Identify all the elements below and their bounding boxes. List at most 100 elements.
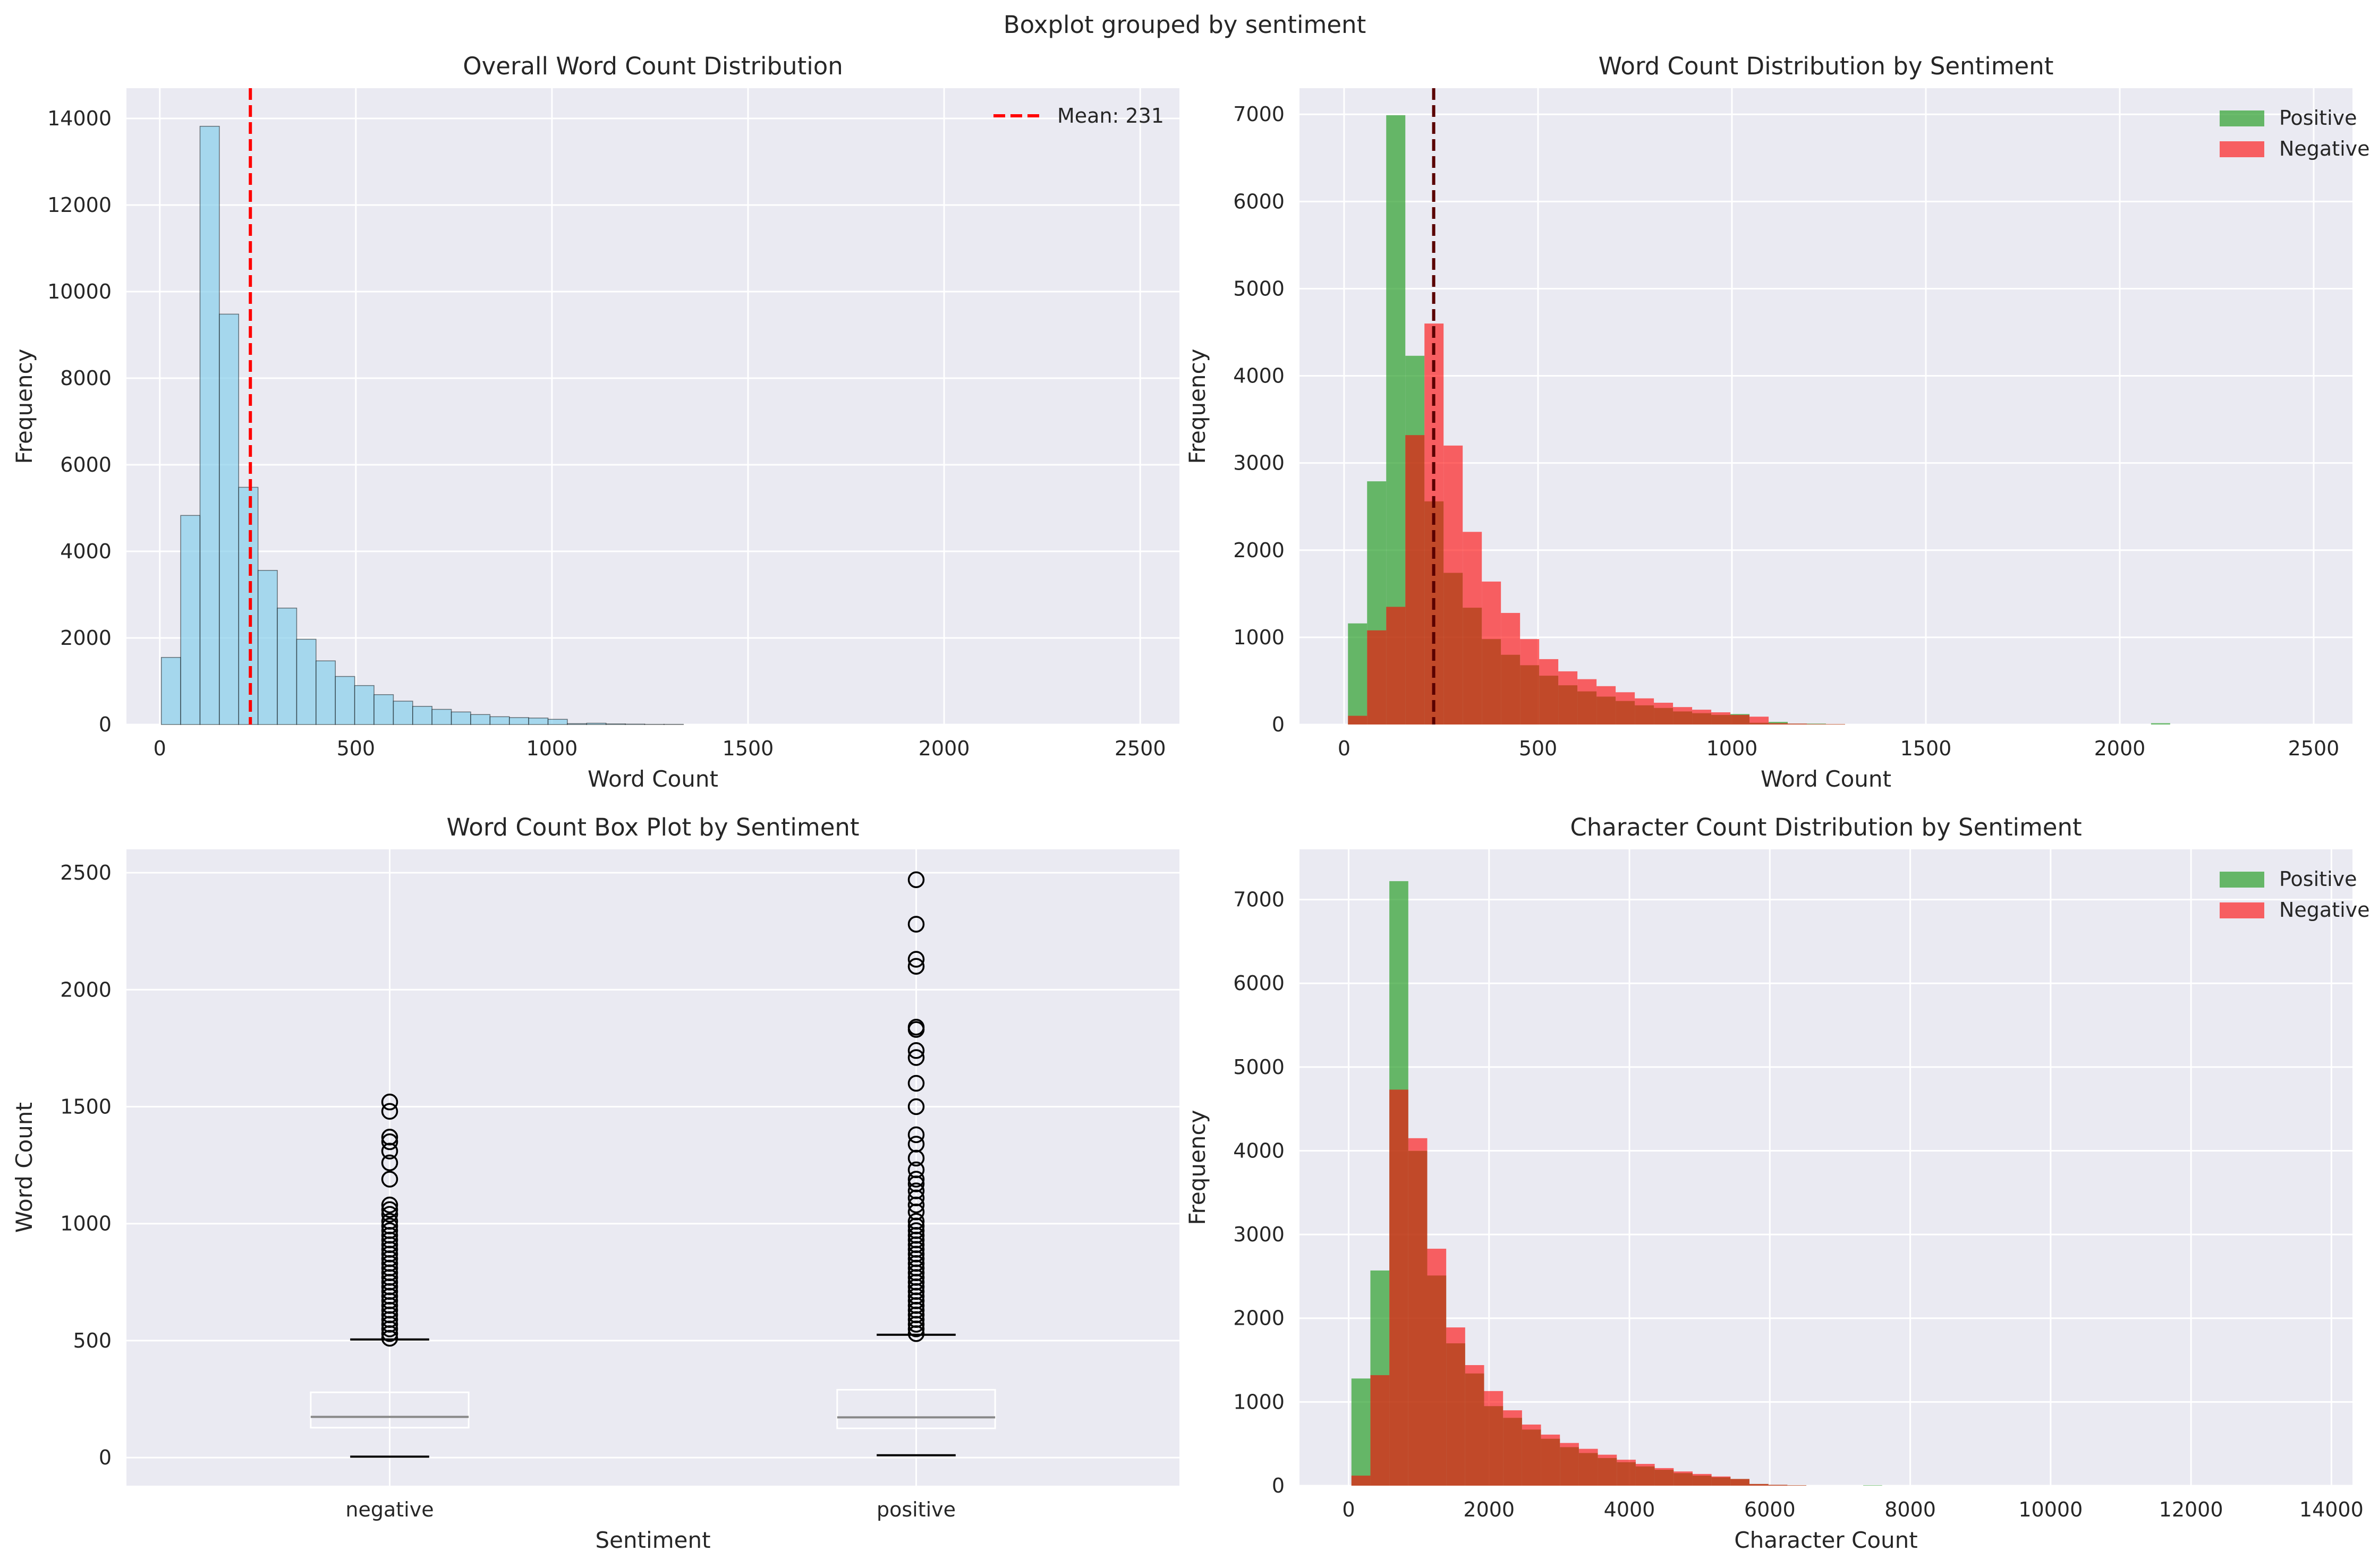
by_sentiment-ytick-label: 3000 [1233,451,1285,475]
overall-ytick-label: 4000 [60,540,112,563]
boxplot-ytick-label: 2000 [60,978,112,1001]
boxplot-outlier-point [381,1128,398,1146]
by_sentiment-ytick-label: 0 [1272,713,1285,736]
char_count-bar [1598,1454,1617,1486]
overall-xtick-label: 1500 [723,737,774,760]
overall-xtick-label: 0 [154,737,166,760]
overall-bar [257,570,278,725]
panel-character-count-by-sentiment: 0 1000 2000 3000 4000 5000 6000 7000 0 2000 4000 60… [1184,813,2370,1553]
by_sentiment-legend-swatch-positive [2220,110,2264,126]
by_sentiment-bar [1616,692,1635,725]
overall-bar [605,723,626,725]
char_count-bar [1617,1460,1636,1486]
overall-xtick-label: 1000 [526,737,578,760]
boxplot-outlier-point [907,1182,925,1199]
overall-ytick-label: 12000 [47,193,112,217]
overall-bar [296,638,317,725]
char_count-legend-swatch-negative [2220,902,2264,918]
overall-bar [567,723,588,725]
by_sentiment-bar [1749,717,1769,725]
overall-bar [316,660,336,725]
by_sentiment-series-negative [1348,323,1845,725]
char_count-xtick-label: 6000 [1744,1498,1796,1521]
by_sentiment-ylabel: Frequency [1184,349,1210,464]
boxplot-outlier-point [907,1161,925,1179]
panel-word-count-by-sentiment: 0 1000 2000 3000 4000 5000 6000 7000 0 500 1000 150… [1184,52,2370,792]
boxplot-outlier-point [381,1213,398,1230]
boxplot-outlier-point [907,916,925,933]
overall-xlabel: Word Count [588,766,718,792]
panel-overall-word-count: 0 2000 4000 6000 8000 10000 12000 14000 0 500 1000… [11,52,1179,792]
char_count-ytick-label: 7000 [1233,888,1285,911]
overall-bar [431,709,452,725]
overall-bar [199,125,220,725]
boxplot-outlier-point [907,1042,925,1059]
char_count-bar [1654,1468,1674,1486]
by_sentiment-xtick-label: 500 [1519,737,1558,760]
char_count-series-negative [1351,1089,1807,1486]
overall-bar [393,701,413,725]
char_count-bar [1351,1378,1371,1486]
char_count-bar [1711,1476,1731,1486]
by_sentiment-bar [1539,659,1559,725]
char_count-ylabel: Frequency [1184,1110,1210,1225]
by_sentiment-bar [1463,532,1482,725]
boxplot-xtick-label: positive [877,1498,956,1521]
by_sentiment-xtick-label: 2500 [2288,737,2340,760]
overall-bar [451,711,471,725]
boxplot-outlier-point [907,958,925,975]
overall-title: Overall Word Count Distribution [463,52,843,80]
overall-grid [126,88,1179,726]
by_sentiment-bar [1386,607,1406,725]
boxplot-outlier-point [907,1126,925,1144]
char_count-ytick-label: 1000 [1233,1390,1285,1413]
by_sentiment-bar [1692,710,1712,725]
boxplot-outlier-point [381,1196,398,1214]
boxplot-outlier-point [907,1213,925,1230]
char_count-bar [1465,1365,1484,1486]
overall-bar [509,717,529,725]
by_sentiment-bar [1730,714,1750,725]
char_count-bar [1389,1089,1408,1486]
by_sentiment-ytick-label: 2000 [1233,539,1285,562]
boxplot-title: Word Count Box Plot by Sentiment [446,813,859,841]
boxplot-outlier-point [907,1222,925,1239]
by_sentiment-title: Word Count Distribution by Sentiment [1599,52,2054,80]
overall-ytick-label: 6000 [60,453,112,476]
boxplot-outlier-point [907,1098,925,1115]
char_count-legend-swatch-positive [2220,872,2264,888]
char_count-grid [1299,849,2352,1487]
overall-ytick-label: 8000 [60,367,112,390]
overall-ytick-label: 0 [99,713,112,736]
char_count-bar [1578,1448,1598,1486]
char_count-bar [1446,1327,1465,1486]
boxplot-outlier-point [381,1093,398,1111]
overall-legend: Mean: 231 [993,104,1164,127]
boxplot-ytick-label: 1000 [60,1212,112,1235]
boxplot-outlier-point [907,1075,925,1092]
boxplot-outlier-point [907,951,925,968]
panel-word-count-box-plot: 0 500 1000 1500 2000 2500 negative positive Word… [11,813,1179,1553]
boxplot-ytick-label: 2500 [60,861,112,884]
boxplot-xtick-label: negative [345,1498,434,1521]
char_count-bar [1560,1443,1579,1486]
by_sentiment-bar [1577,679,1597,725]
boxplot-ylabel: Word Count [11,1102,37,1233]
by_sentiment-xtick-label: 2000 [2094,737,2146,760]
char_count-bar [1484,1391,1503,1486]
boxplot-outlier-point [381,1217,398,1234]
overall-bar [586,722,607,725]
overall-bar [354,685,375,725]
char_count-title: Character Count Distribution by Sentimen… [1570,813,2082,841]
by_sentiment-bar [1482,581,1501,725]
char_count-ytick-label: 0 [1272,1474,1285,1497]
overall-series-values [160,125,684,725]
char_count-xtick-label: 2000 [1463,1498,1515,1521]
overall-ytick-label: 2000 [60,626,112,650]
by_sentiment-xtick-label: 1500 [1900,737,1952,760]
by_sentiment-ytick-label: 4000 [1233,364,1285,388]
char_count-bar [1408,1138,1428,1486]
overall-plot-area [126,88,1179,725]
char_count-legend-label-negative: Negative [2279,898,2370,922]
char_count-xtick-label: 12000 [2159,1498,2223,1521]
